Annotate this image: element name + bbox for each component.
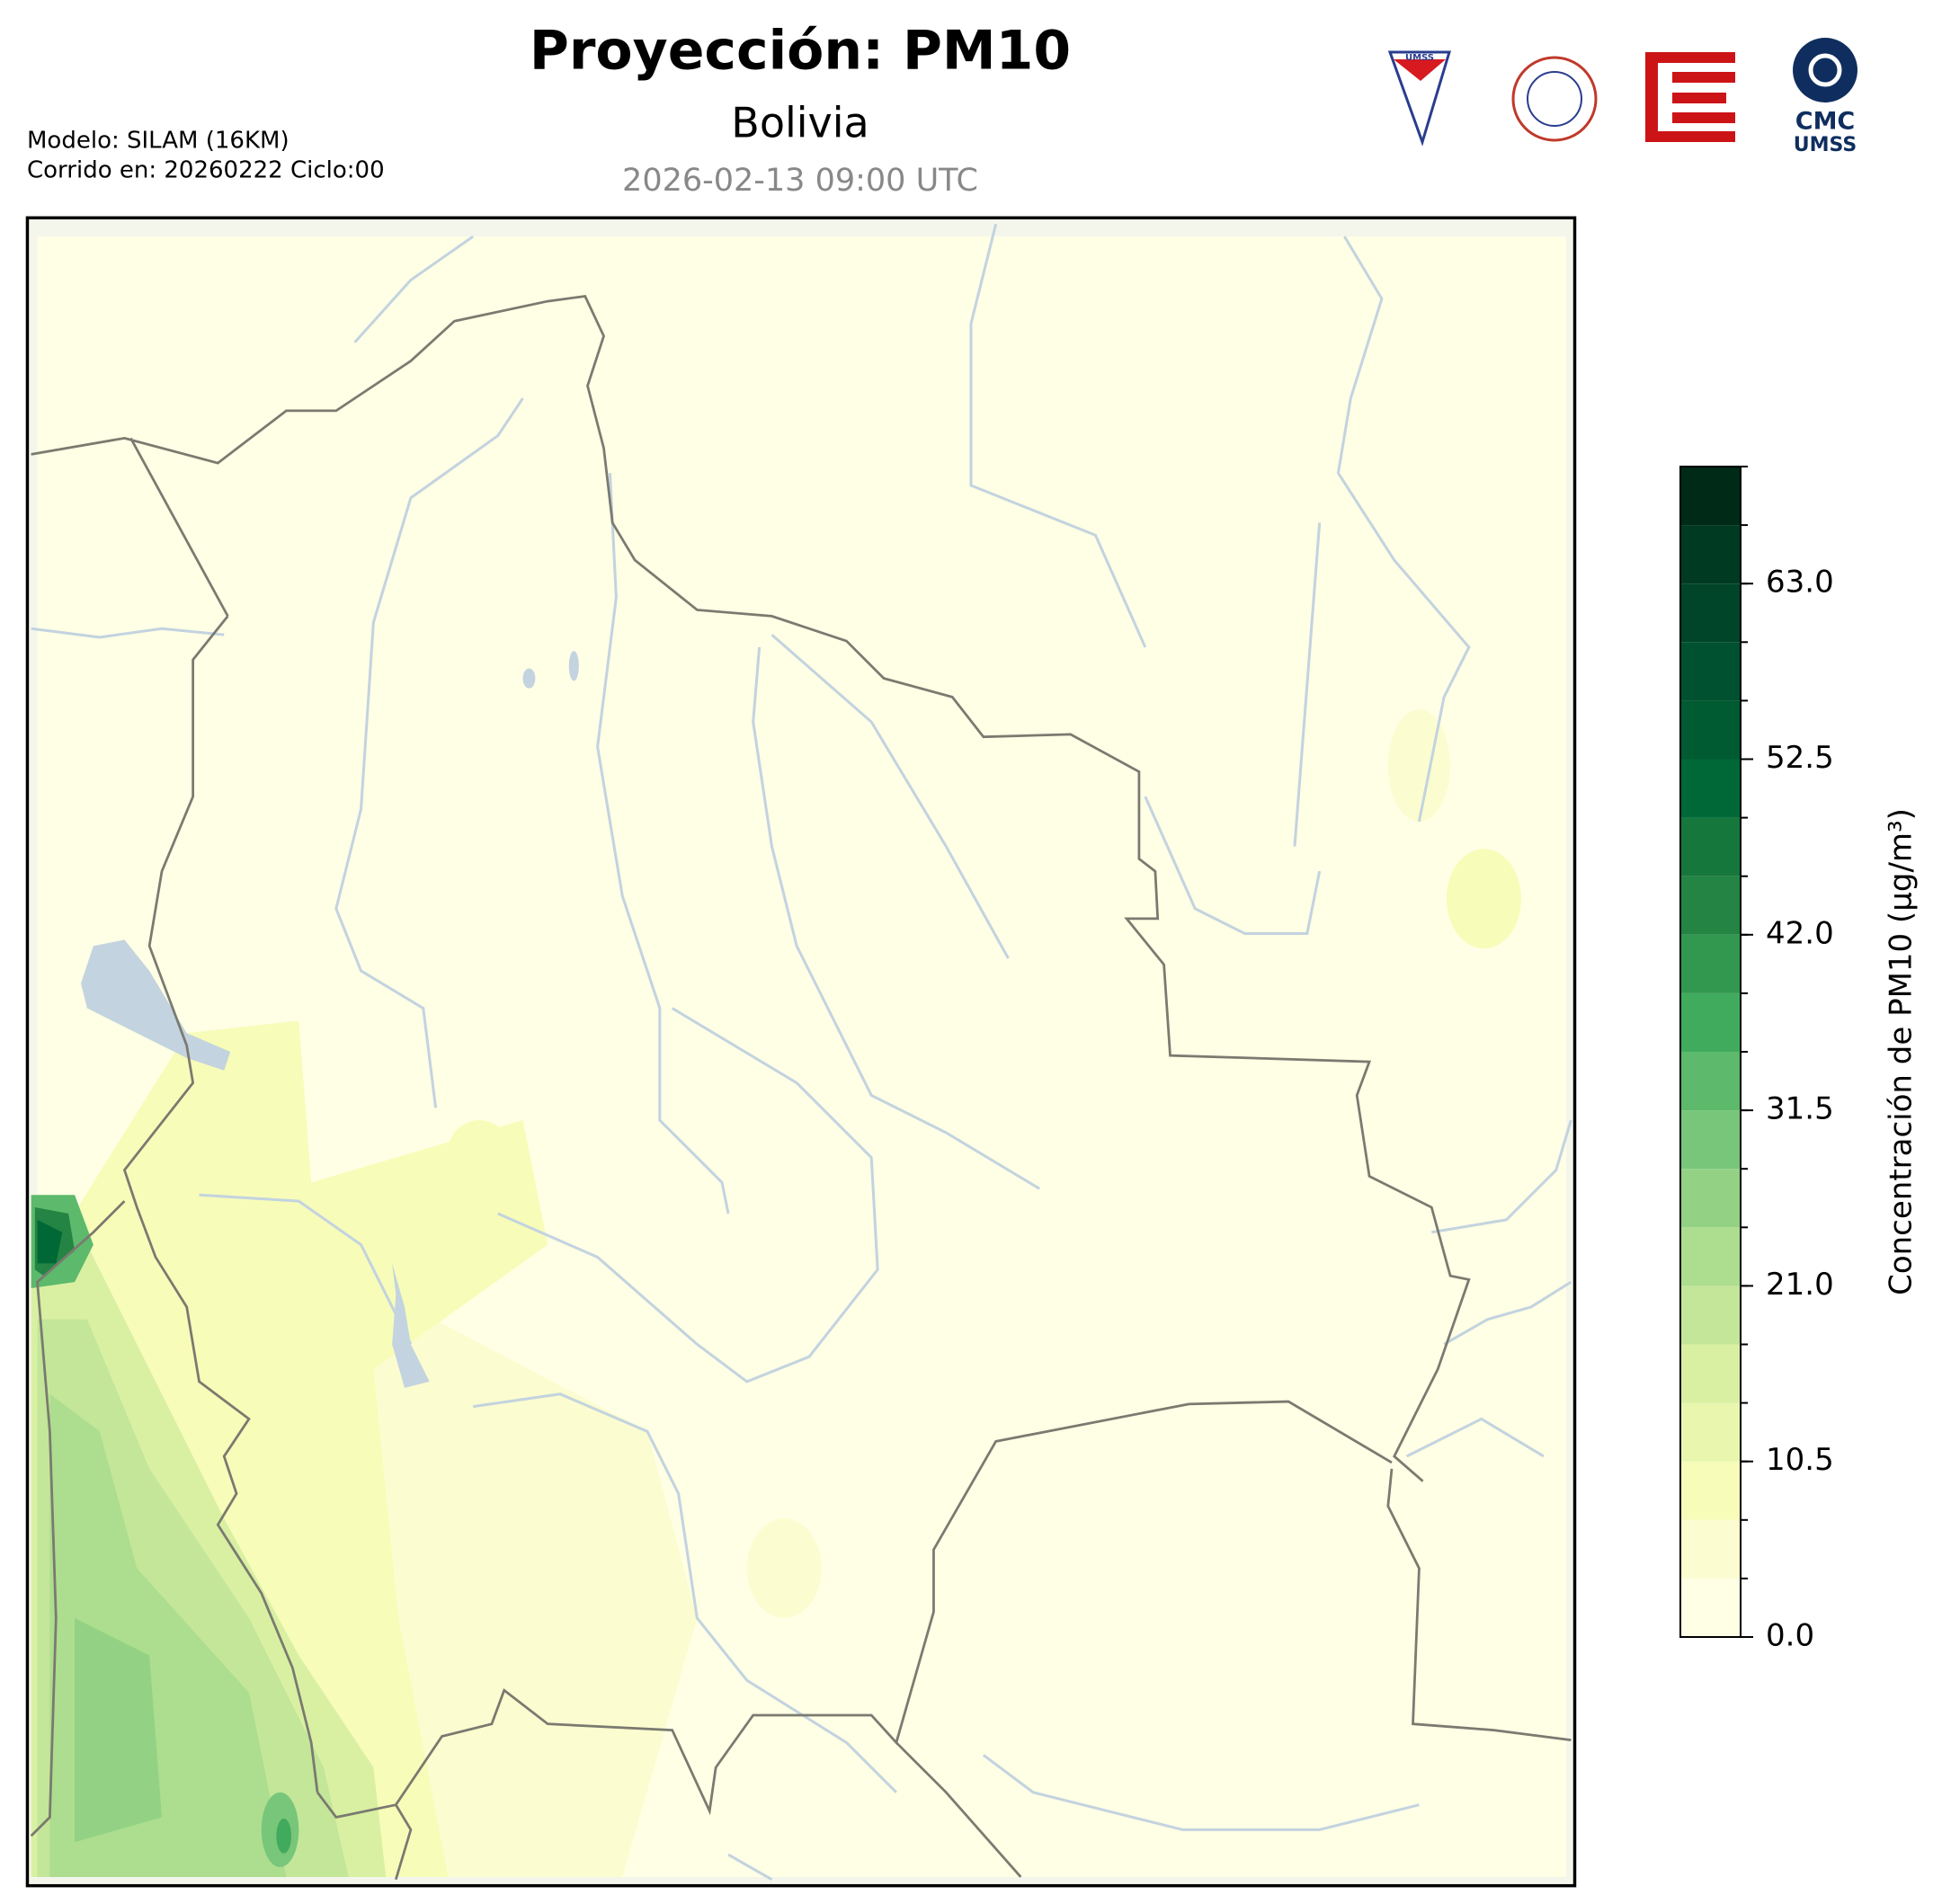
colorbar-bin: [1680, 583, 1741, 643]
colorbar-tick-label: 10.5: [1766, 1442, 1834, 1478]
map-frame: [25, 216, 1577, 1888]
colorbar-bin: [1680, 700, 1741, 760]
colorbar-bin: [1680, 467, 1741, 526]
colorbar-bin: [1680, 817, 1741, 876]
colorbar-bin: [1680, 1461, 1741, 1520]
colorbar-tick-label: 21.0: [1766, 1267, 1834, 1303]
colorbar-bin: [1680, 1578, 1741, 1637]
colorbar-bin: [1680, 1052, 1741, 1111]
logo-cmc-ring: [1808, 53, 1842, 87]
subtitle: Bolivia: [731, 99, 869, 147]
logo-cmc: [1793, 38, 1857, 102]
colorbar-bin: [1680, 1110, 1741, 1170]
logo-shield-band: [1394, 59, 1446, 81]
colorbar-tick-label: 0.0: [1766, 1618, 1814, 1654]
colorbar-bin: [1680, 1519, 1741, 1579]
colorbar-bin: [1680, 759, 1741, 818]
colorbar-bin: [1680, 1402, 1741, 1462]
colorbar-label: Concentración de PM10 (µg/m³): [1884, 808, 1920, 1295]
colorbar-bin: [1680, 1227, 1741, 1286]
colorbar-bin: [1680, 934, 1741, 993]
colorbar-bin: [1680, 1169, 1741, 1228]
pm10-shading: [31, 709, 1521, 1877]
run-info: Corrido en: 20260222 Ciclo:00: [27, 157, 385, 184]
colorbar-bin: [1680, 642, 1741, 701]
logo-shield-text: UMSS: [1405, 53, 1434, 63]
colorbar-bin: [1680, 992, 1741, 1052]
model-info: Modelo: SILAM (16KM): [27, 128, 290, 155]
colorbar-bin: [1680, 1286, 1741, 1345]
colorbar-bin: [1680, 525, 1741, 584]
colorbar-tick-label: 63.0: [1766, 565, 1834, 601]
country-borders: [30, 295, 1572, 1881]
logo-fcyt: [1645, 52, 1735, 142]
colorbar-bin: [1680, 876, 1741, 935]
logo-physics: [1511, 56, 1598, 142]
map: [25, 216, 1577, 1888]
logo-cmc-text: CMC: [1795, 108, 1856, 136]
logo-umss-text: UMSS: [1794, 134, 1857, 156]
logo-physics-inner: [1527, 71, 1582, 127]
lakes: [80, 651, 579, 1388]
logos: UMSS CMC UMSS: [1387, 38, 1857, 156]
colorbar-bin: [1680, 1344, 1741, 1403]
colorbar-tick-label: 31.5: [1766, 1091, 1834, 1127]
title: Proyección: PM10: [530, 20, 1071, 83]
timestamp: 2026-02-13 09:00 UTC: [622, 163, 978, 199]
colorbar-tick-label: 42.0: [1766, 915, 1834, 951]
logo-shield: [1387, 50, 1452, 147]
rivers: [31, 223, 1572, 1882]
colorbar-tick-label: 52.5: [1766, 740, 1834, 776]
